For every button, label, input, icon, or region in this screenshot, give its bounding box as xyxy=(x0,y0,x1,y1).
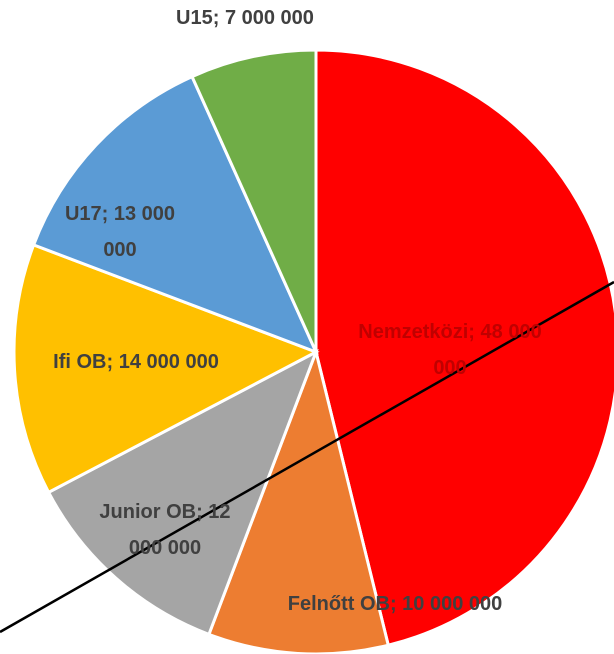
data-label: Ifi OB; 14 000 000 xyxy=(53,351,219,373)
data-label: Junior OB; 12 000 000 xyxy=(99,501,231,559)
slice xyxy=(314,48,614,648)
slice xyxy=(46,348,319,637)
data-label: U17; 13 000 000 xyxy=(64,203,176,261)
overlay-line xyxy=(0,280,614,634)
slice xyxy=(12,242,320,495)
data-label: Nemzetközi; 48 000 000 xyxy=(358,321,542,379)
pie xyxy=(12,48,614,654)
data-label: Felnőtt OB; 10 000 000 xyxy=(287,593,503,615)
slice xyxy=(206,346,391,654)
slice xyxy=(31,74,319,355)
data-label: U15; 7 000 000 xyxy=(176,7,314,29)
slice xyxy=(190,48,318,353)
